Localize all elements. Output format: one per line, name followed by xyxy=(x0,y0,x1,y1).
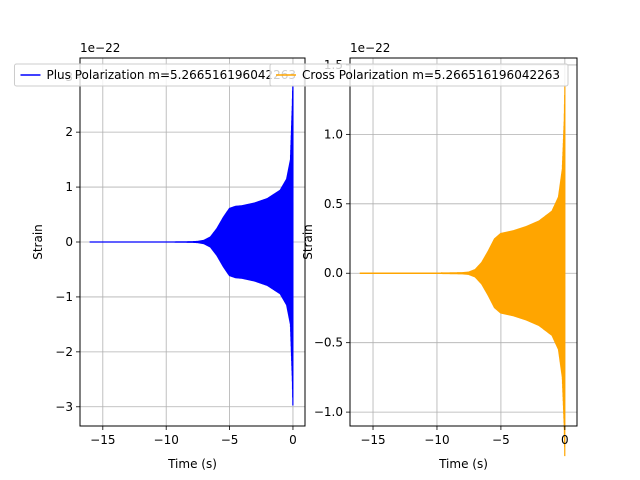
plus-x-tick-label-0: −15 xyxy=(90,433,115,447)
plus-polarization-subplot: −15−10−50 −3−2−10123 Time (s) Strain 1e−… xyxy=(13,41,306,471)
plus-y-tick-label-5: 2 xyxy=(65,125,73,139)
plus-y-tick-label-4: 1 xyxy=(65,180,73,194)
plus-y-tick-label-3: 0 xyxy=(65,235,73,249)
plus-y-tick-label-1: −2 xyxy=(55,345,73,359)
plus-legend-label: Plus Polarization m=5.266516196042263 xyxy=(46,68,296,82)
plus-x-tick-label-2: −5 xyxy=(221,433,239,447)
plus-x-tick-label-3: 0 xyxy=(289,433,297,447)
cross-x-tick-label-0: −15 xyxy=(360,433,385,447)
plus-offset-text: 1e−22 xyxy=(80,41,120,55)
plus-x-ticks: −15 −10 −5 0 xyxy=(90,426,297,447)
cross-x-axis-label: Time (s) xyxy=(438,457,488,471)
cross-y-axis-label: Strain xyxy=(301,224,315,260)
cross-x-tick-label-1: −10 xyxy=(424,433,449,447)
cross-polarization-subplot: −15−10−50 −1.0−0.50.00.51.01.5 Time (s) … xyxy=(269,41,578,471)
cross-series-group xyxy=(359,85,566,457)
cross-y-tick-label-2: 0.0 xyxy=(324,266,343,280)
cross-y-tick-label-1: −0.5 xyxy=(314,336,343,350)
plus-x-tick-label-1: −10 xyxy=(154,433,179,447)
plus-legend: Plus Polarization m=5.266516196042263 xyxy=(13,63,305,87)
plus-y-axis-label: Strain xyxy=(31,224,45,260)
plus-series-line-0 xyxy=(89,74,294,406)
cross-axes-frame xyxy=(349,57,578,427)
cross-y-tick-label-0: −1.0 xyxy=(314,405,343,419)
cross-x-ticks: −15 −10 −5 0 xyxy=(360,426,569,447)
cross-legend-box xyxy=(269,63,569,87)
plus-y-tick-label-0: −3 xyxy=(55,400,73,414)
cross-y-tick-label-3: 0.5 xyxy=(324,197,343,211)
cross-series-line-0 xyxy=(359,85,566,457)
cross-y-ticks: −1.0−0.50.00.51.01.5 xyxy=(314,58,350,419)
cross-legend-label: Cross Polarization m=5.266516196042263 xyxy=(302,68,560,82)
plus-x-axis-label: Time (s) xyxy=(167,457,217,471)
cross-legend: Cross Polarization m=5.266516196042263 xyxy=(269,63,569,87)
cross-y-tick-label-4: 1.0 xyxy=(324,127,343,141)
cross-offset-text: 1e−22 xyxy=(350,41,390,55)
cross-x-tick-label-3: 0 xyxy=(561,433,569,447)
plus-y-tick-label-2: −1 xyxy=(55,290,73,304)
cross-x-tick-label-2: −5 xyxy=(492,433,510,447)
plus-series-group xyxy=(89,74,294,406)
